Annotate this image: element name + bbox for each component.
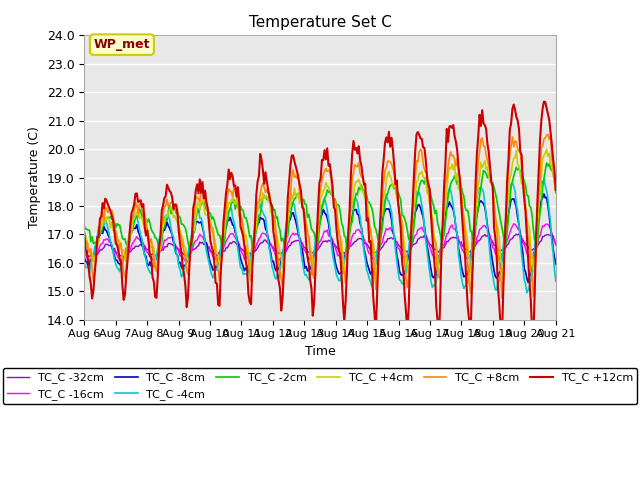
TC_C -4cm <box>138 237 146 242</box>
TC_C +8cm <box>552 190 559 196</box>
TC_C -8cm <box>540 191 548 197</box>
TC_C +8cm <box>244 257 252 263</box>
TC_C -4cm <box>552 278 559 284</box>
TC_C +8cm <box>544 132 552 137</box>
TC_C -16cm <box>238 250 246 255</box>
TC_C -2cm <box>81 223 88 229</box>
TC_C +12cm <box>138 204 146 210</box>
TC_C +8cm <box>221 214 228 219</box>
TC_C -8cm <box>552 261 559 267</box>
TC_C -16cm <box>81 251 88 256</box>
TC_C -16cm <box>222 239 230 244</box>
Line: TC_C -32cm: TC_C -32cm <box>84 234 556 259</box>
TC_C -32cm <box>528 247 536 253</box>
TC_C -32cm <box>238 246 246 252</box>
TC_C -16cm <box>288 232 296 238</box>
Line: TC_C -16cm: TC_C -16cm <box>84 224 556 261</box>
TC_C +4cm <box>527 248 534 253</box>
Line: TC_C +12cm: TC_C +12cm <box>84 102 556 345</box>
TC_C -2cm <box>527 204 534 210</box>
TC_C -4cm <box>287 203 294 209</box>
TC_C -8cm <box>524 279 532 285</box>
TC_C -4cm <box>527 278 534 284</box>
Text: WP_met: WP_met <box>93 38 150 51</box>
TC_C +4cm <box>552 190 559 196</box>
TC_C -16cm <box>528 255 536 261</box>
TC_C -4cm <box>81 260 88 266</box>
TC_C -32cm <box>515 231 523 237</box>
TC_C -4cm <box>237 265 244 271</box>
TC_C +8cm <box>527 268 534 274</box>
TC_C +12cm <box>221 204 228 210</box>
TC_C -32cm <box>140 244 147 250</box>
TC_C -2cm <box>552 175 559 181</box>
Line: TC_C -4cm: TC_C -4cm <box>84 179 556 293</box>
TC_C -32cm <box>552 240 559 245</box>
TC_C +4cm <box>81 236 88 242</box>
TC_C +4cm <box>543 146 550 152</box>
TC_C -16cm <box>510 221 518 227</box>
TC_C +8cm <box>287 194 294 200</box>
TC_C -8cm <box>138 243 146 249</box>
Line: TC_C -8cm: TC_C -8cm <box>84 194 556 282</box>
TC_C -8cm <box>81 254 88 260</box>
TC_C -32cm <box>88 256 96 262</box>
TC_C +8cm <box>498 296 506 301</box>
TC_C +4cm <box>287 203 294 209</box>
Y-axis label: Temperature (C): Temperature (C) <box>28 127 41 228</box>
TC_C -2cm <box>221 235 228 241</box>
TC_C +8cm <box>138 208 146 214</box>
TC_C +12cm <box>287 162 294 168</box>
TC_C +12cm <box>244 291 252 297</box>
TC_C +4cm <box>244 250 252 255</box>
Line: TC_C +8cm: TC_C +8cm <box>84 134 556 299</box>
TC_C +12cm <box>540 99 548 105</box>
TC_C +4cm <box>499 276 507 282</box>
Legend: TC_C -32cm, TC_C -16cm, TC_C -8cm, TC_C -4cm, TC_C -2cm, TC_C +4cm, TC_C +8cm, T: TC_C -32cm, TC_C -16cm, TC_C -8cm, TC_C … <box>3 368 637 404</box>
TC_C +8cm <box>81 232 88 238</box>
TC_C -2cm <box>344 250 352 255</box>
TC_C -32cm <box>246 251 253 256</box>
TC_C -4cm <box>221 220 228 226</box>
TC_C -8cm <box>527 269 534 275</box>
TC_C +4cm <box>237 211 244 217</box>
TC_C +4cm <box>138 215 146 220</box>
TC_C -2cm <box>543 160 550 166</box>
TC_C -8cm <box>221 226 228 232</box>
Line: TC_C +4cm: TC_C +4cm <box>84 149 556 279</box>
TC_C -2cm <box>237 203 244 209</box>
Title: Temperature Set C: Temperature Set C <box>248 15 392 30</box>
TC_C -2cm <box>138 216 146 221</box>
TC_C -16cm <box>246 254 253 260</box>
TC_C -8cm <box>287 216 294 221</box>
Line: TC_C -2cm: TC_C -2cm <box>84 163 556 252</box>
TC_C -4cm <box>540 176 548 182</box>
TC_C +4cm <box>221 227 228 233</box>
TC_C -8cm <box>237 256 244 262</box>
TC_C -32cm <box>288 239 296 245</box>
TC_C -4cm <box>523 290 531 296</box>
TC_C -16cm <box>138 239 146 245</box>
TC_C +8cm <box>237 211 244 216</box>
TC_C +12cm <box>552 187 559 193</box>
TC_C -16cm <box>552 242 559 248</box>
TC_C +12cm <box>467 342 474 348</box>
TC_C -16cm <box>182 258 189 264</box>
TC_C -4cm <box>244 268 252 274</box>
TC_C -32cm <box>81 250 88 255</box>
TC_C -32cm <box>222 245 230 251</box>
TC_C +12cm <box>81 230 88 236</box>
X-axis label: Time: Time <box>305 345 335 358</box>
TC_C -2cm <box>287 213 294 218</box>
TC_C +12cm <box>237 224 244 229</box>
TC_C -2cm <box>244 226 252 231</box>
TC_C +12cm <box>527 297 534 303</box>
TC_C -8cm <box>244 263 252 269</box>
